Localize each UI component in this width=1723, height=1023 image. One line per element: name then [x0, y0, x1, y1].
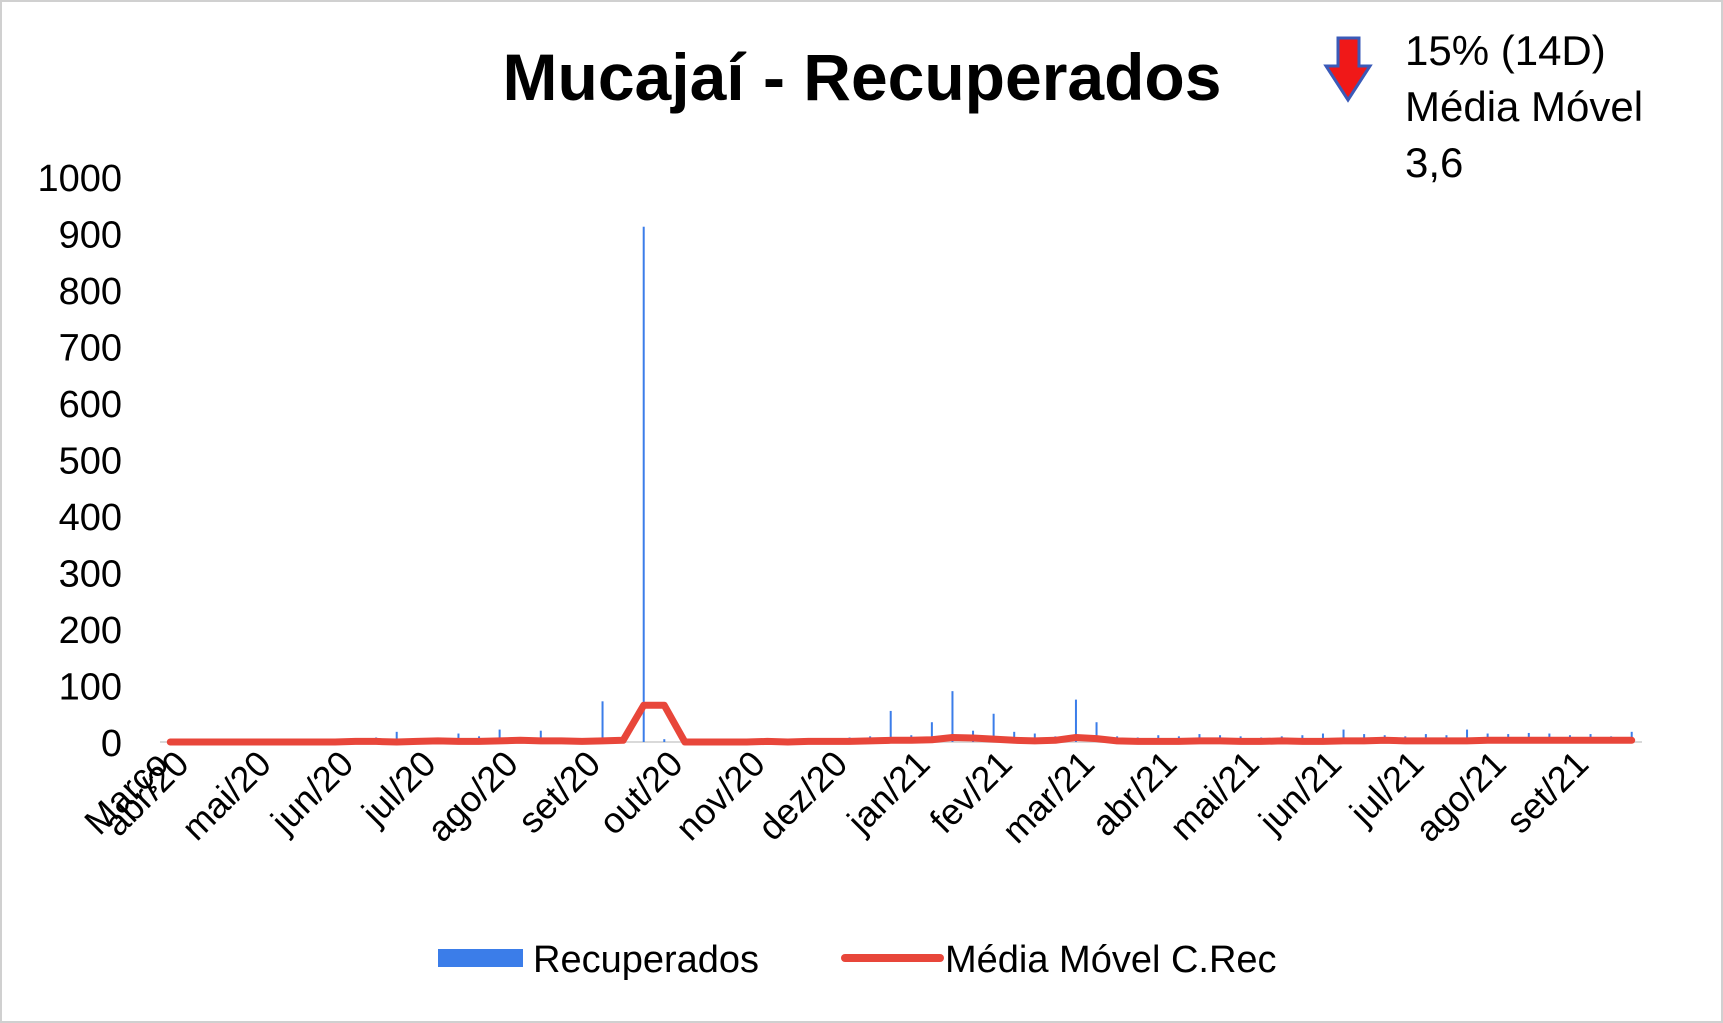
y-tick-label: 600 — [59, 384, 122, 426]
y-tick-label: 900 — [59, 215, 122, 257]
bar — [1342, 729, 1345, 742]
bar — [951, 691, 954, 742]
y-tick-label: 700 — [59, 328, 122, 370]
y-tick-label: 300 — [59, 554, 122, 596]
bar — [457, 733, 460, 742]
bar — [1321, 733, 1324, 742]
annotation-line: 3,6 — [1405, 139, 1463, 186]
bar — [539, 730, 542, 742]
bar — [1466, 729, 1469, 742]
y-tick-label: 100 — [59, 667, 122, 709]
y-tick-label: 800 — [59, 271, 122, 313]
legend-label: Recuperados — [533, 939, 759, 981]
chart-title: Mucajaí - Recuperados — [503, 40, 1222, 114]
bar — [889, 710, 892, 742]
legend: Recuperados Média Móvel C.Rec — [438, 939, 1277, 981]
line — [166, 701, 1636, 746]
annotation-line: 15% (14D) — [1405, 27, 1606, 74]
bar — [663, 739, 666, 742]
bar — [930, 722, 933, 742]
y-tick-label: 500 — [59, 441, 122, 483]
bar — [601, 701, 604, 742]
annotation: 15% (14D) Média Móvel 3,6 — [1405, 27, 1643, 186]
bar — [642, 226, 645, 743]
bar — [1074, 699, 1077, 742]
bar — [1095, 722, 1098, 742]
y-tick-label: 200 — [59, 610, 122, 652]
bar — [395, 731, 398, 742]
legend-swatch — [438, 949, 523, 967]
y-tick-label: 0 — [101, 723, 122, 765]
annotation-line: Média Móvel — [1405, 83, 1643, 130]
y-tick-label: 1000 — [37, 158, 122, 200]
y-tick-label: 400 — [59, 497, 122, 539]
bar — [992, 713, 995, 742]
bar — [498, 729, 501, 742]
trend-arrow — [1323, 36, 1373, 103]
legend-label: Média Móvel C.Rec — [945, 939, 1277, 981]
